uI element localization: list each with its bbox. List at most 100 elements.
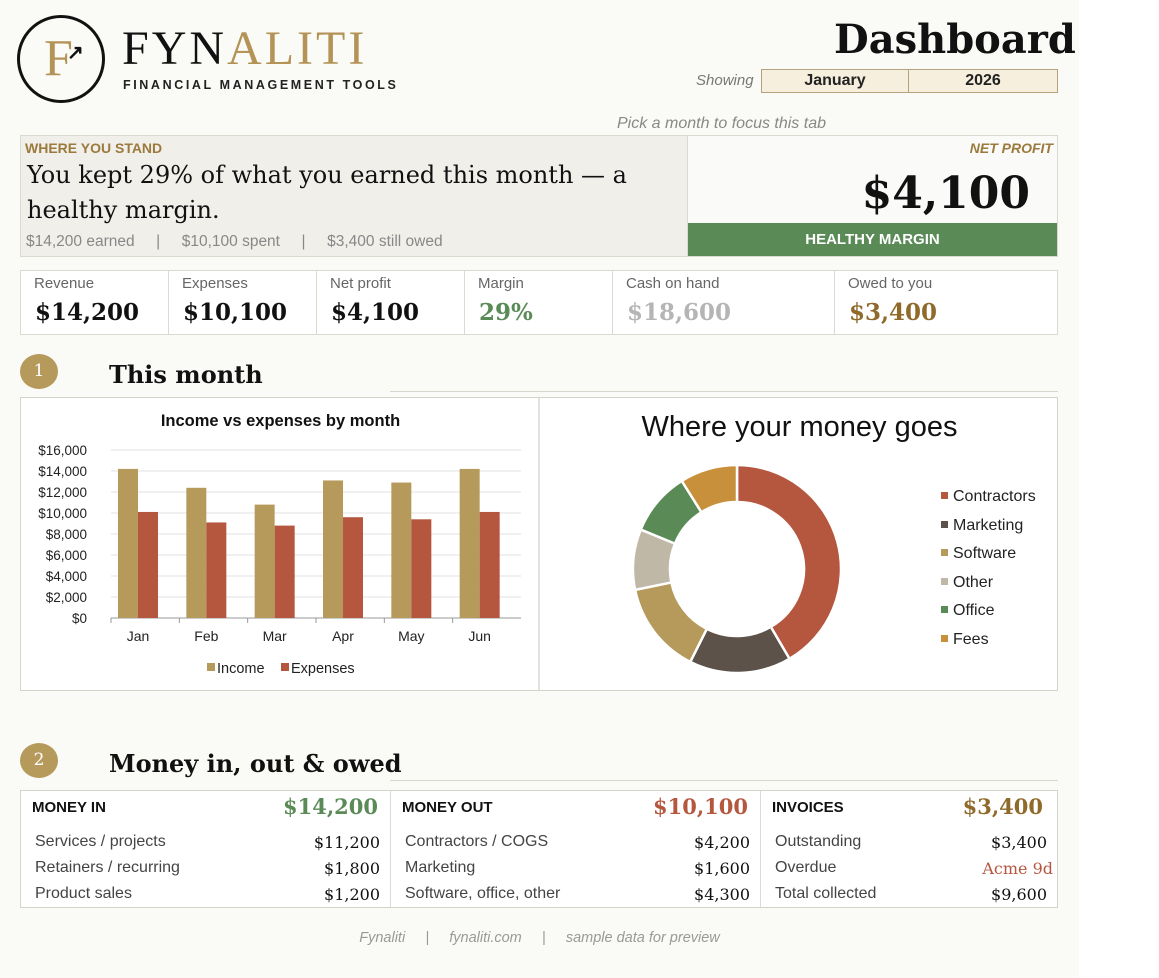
table-row: Retainers / recurring $1,800: [35, 859, 380, 878]
y-tick-label: $8,000: [46, 527, 87, 542]
kpi-value: $18,600: [627, 299, 732, 326]
brand-tagline: FINANCIAL MANAGEMENT TOOLS: [123, 78, 399, 92]
bar-expenses: [411, 519, 432, 618]
y-tick-label: $2,000: [46, 590, 87, 605]
page-title: Dashboard: [834, 16, 1076, 63]
brand-name: FYNALITI: [122, 22, 368, 75]
dashboard-page: F ↗ FYNALITI FINANCIAL MANAGEMENT TOOLS …: [17, 15, 1076, 946]
status-summary: $14,200 earned | $10,100 spent | $3,400 …: [26, 233, 443, 250]
year-selector[interactable]: 2026: [908, 69, 1058, 93]
kpi-cash-on-hand: Cash on hand $18,600: [613, 271, 835, 334]
bar-income: [391, 482, 412, 618]
y-tick-label: $14,000: [38, 464, 87, 479]
month-hint: Pick a month to focus this tab: [617, 115, 826, 132]
status-headline: You kept 29% of what you earned this mon…: [27, 161, 627, 224]
y-tick-label: $0: [72, 611, 87, 626]
slice-office: [639, 479, 704, 546]
kpi-revenue: Revenue $14,200: [21, 271, 169, 334]
month-selector[interactable]: January: [761, 69, 909, 93]
net-profit-value: $4,100: [861, 168, 1030, 219]
slice-marketing: [688, 625, 792, 675]
table-row: Product sales $1,200: [35, 885, 380, 904]
table-row: Outstanding $3,400: [775, 833, 1047, 852]
x-tick-label: Apr: [332, 628, 354, 644]
money-out-column: MONEY OUT $10,100 Contractors / COGS $4,2…: [391, 791, 761, 907]
kpi-label: Owed to you: [848, 275, 933, 292]
bar-income: [254, 504, 275, 618]
legend-item-other: Other: [941, 574, 993, 592]
bar-chart-canvas: $0 $2,000 $4,000 $6,000 $8,000 $10,000 $12,000…: [38, 443, 521, 677]
kpi-value: 29%: [479, 299, 533, 326]
kpi-label: Expenses: [182, 275, 248, 292]
legend-swatch: [941, 606, 948, 614]
legend-item-contractors: Contractors: [941, 488, 1036, 506]
y-tick-label: $16,000: [38, 443, 87, 458]
legend-item-software: Software: [941, 545, 1016, 563]
y-tick-label: $4,000: [46, 569, 87, 584]
footer: Fynaliti | fynaliti.com | sample data fo…: [359, 930, 720, 946]
legend-label: Income: [217, 661, 265, 677]
legend-label: Fees: [953, 630, 989, 648]
logo-mark: F ↗: [17, 15, 105, 103]
showing-label: Showing: [696, 72, 754, 89]
bar-expenses: [206, 522, 227, 618]
legend-item-fees: Fees: [941, 631, 989, 649]
kpi-label: Cash on hand: [626, 275, 720, 292]
net-profit-card: NET PROFIT $4,100 HEALTHY MARGIN: [687, 135, 1058, 257]
legend-swatch: [941, 634, 948, 642]
x-tick-label: Mar: [263, 628, 287, 644]
y-tick-label: $12,000: [38, 485, 87, 500]
kpi-expenses: Expenses $10,100: [169, 271, 317, 334]
bar-expenses: [274, 525, 295, 618]
x-tick-label: Jun: [468, 628, 491, 644]
x-tick-label: May: [398, 628, 424, 644]
margin-status-badge: HEALTHY MARGIN: [688, 223, 1057, 256]
kpi-owed-to-you: Owed to you $3,400: [835, 271, 1057, 334]
bar-income: [118, 468, 138, 618]
y-tick-label: $6,000: [46, 548, 87, 563]
status-banner: WHERE YOU STAND You kept 29% of what you…: [20, 135, 688, 257]
y-tick-label: $10,000: [38, 506, 87, 521]
kpi-value: $4,100: [331, 299, 420, 326]
kpi-row: Revenue $14,200 Expenses $10,100 Net pro…: [20, 270, 1058, 335]
kpi-label: Margin: [478, 275, 524, 292]
kpi-net-profit: Net profit $4,100: [317, 271, 465, 334]
legend-label: Other: [953, 573, 994, 591]
legend-label: Software: [953, 545, 1017, 562]
table-row: Contractors / COGS $4,200: [405, 833, 750, 852]
slice-fees: [680, 463, 739, 514]
legend-swatch: [941, 492, 948, 500]
kpi-value: $3,400: [849, 299, 938, 326]
income-expenses-chart: Income vs expenses by month $0 $2,000 $4,0…: [21, 398, 540, 690]
net-profit-kicker: NET PROFIT: [969, 140, 1053, 156]
legend-label: Marketing: [953, 516, 1024, 534]
legend-label: Expenses: [291, 661, 355, 677]
section-title: This month: [109, 360, 263, 389]
column-heading: INVOICES: [772, 799, 844, 816]
legend-swatch: [207, 663, 215, 671]
bar-income: [323, 480, 343, 618]
bar-income: [459, 468, 480, 618]
x-tick-label: Jan: [127, 628, 150, 644]
bar-expenses: [343, 517, 363, 618]
legend-label: Office: [953, 602, 995, 619]
legend-swatch: [941, 577, 948, 585]
table-row: Software, office, other $4,300: [405, 885, 750, 904]
money-in-column: MONEY IN $14,200 Services / projects $11,…: [21, 791, 391, 907]
chart-title: Income vs expenses by month: [160, 412, 401, 430]
legend-label: Contractors: [953, 488, 1036, 505]
table-row: Total collected $9,600: [775, 885, 1047, 904]
table-row: Services / projects $11,200: [35, 833, 380, 852]
arrow-up-right-icon: ↗: [67, 42, 84, 64]
bar-income: [186, 487, 207, 618]
kpi-label: Revenue: [34, 275, 95, 292]
bar-expenses: [138, 511, 158, 618]
charts-panel: Income vs expenses by month $0 $2,000 $4,0…: [20, 397, 1058, 691]
section-divider: [390, 780, 1058, 781]
kpi-margin: Margin 29%: [465, 271, 613, 334]
chart-title: Where your money goes: [641, 411, 958, 443]
x-tick-label: Feb: [194, 628, 218, 644]
section-divider: [390, 391, 1058, 392]
table-row: Marketing $1,600: [405, 859, 750, 878]
logo-letter: F: [44, 30, 73, 87]
